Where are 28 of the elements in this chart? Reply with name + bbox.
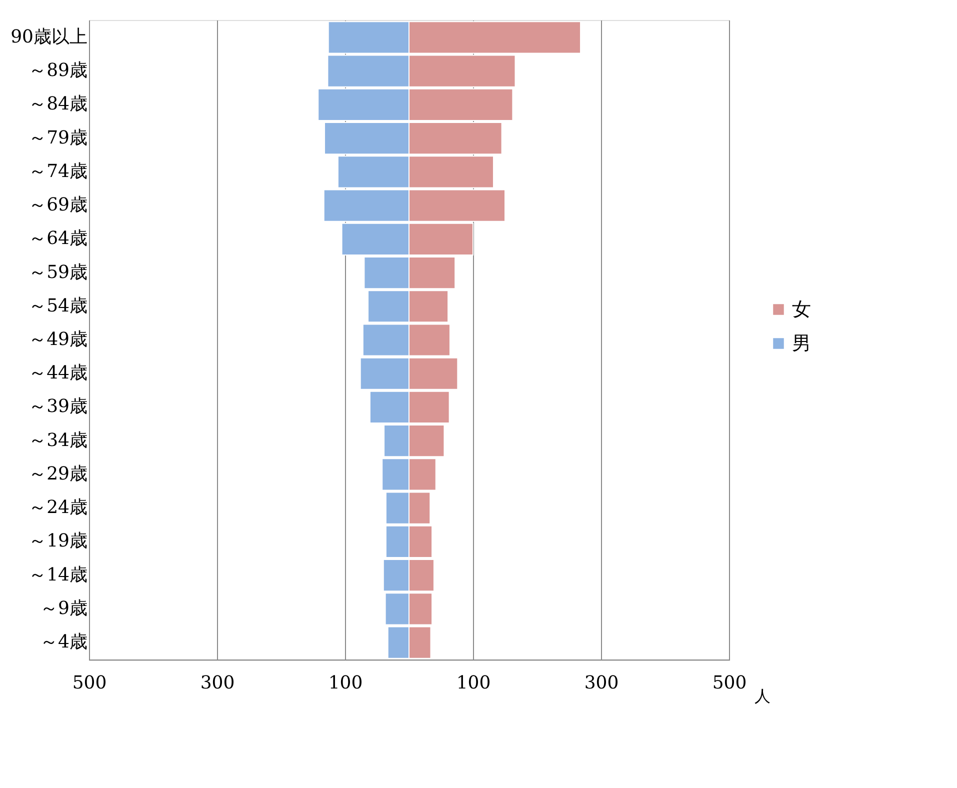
y-tick-label: ～29歳 [28, 463, 88, 484]
y-tick-label: ～9歳 [40, 598, 88, 619]
y-tick-label: ～89歳 [28, 60, 88, 82]
y-tick-label: ～74歳 [28, 160, 88, 182]
y-tick-label: ～59歳 [28, 262, 88, 283]
y-tick-label: ～64歳 [28, 228, 88, 250]
y-tick-label: ～79歳 [28, 127, 88, 148]
x-tick-label: 500 [712, 672, 747, 694]
y-tick-label: ～19歳 [28, 530, 88, 552]
x-tick-label: 500 [72, 672, 107, 694]
y-tick-label: ～14歳 [28, 564, 88, 586]
x-tick-label: 100 [456, 672, 491, 694]
x-tick-label: 100 [328, 672, 363, 694]
y-tick-label: ～4歳 [40, 632, 88, 653]
legend-label: 女 [792, 298, 811, 320]
y-tick-label: ～24歳 [28, 497, 88, 518]
x-tick-label: 300 [584, 672, 619, 694]
y-tick-label: ～44歳 [28, 362, 88, 384]
y-tick-label: 90歳以上 [10, 26, 88, 48]
y-tick-label: ～39歳 [28, 396, 88, 418]
y-tick-label: ～69歳 [28, 194, 88, 216]
y-tick-label: ～54歳 [28, 295, 88, 316]
x-axis-title: 人 [754, 686, 770, 706]
y-tick-label: ～49歳 [28, 329, 88, 350]
legend-label: 男 [792, 332, 811, 354]
y-tick-label: ～84歳 [28, 94, 88, 115]
y-tick-label: ～34歳 [28, 430, 88, 451]
x-tick-label: 300 [200, 672, 235, 694]
